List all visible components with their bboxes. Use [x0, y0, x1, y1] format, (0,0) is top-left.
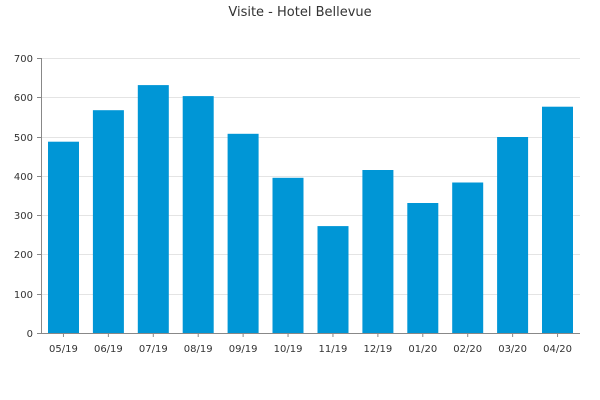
- bar: [497, 137, 529, 333]
- y-tick-label: 400: [14, 172, 33, 183]
- x-tick-label: 02/20: [453, 344, 482, 355]
- y-tick-label: 100: [14, 290, 33, 301]
- x-axis: 05/19 06/19 07/19 08/19 09/19 10/19 11/19 12/19…: [41, 333, 580, 355]
- y-tick-label: 700: [14, 54, 33, 65]
- bar: [407, 203, 439, 333]
- grid-lines: [41, 58, 580, 295]
- bar: [362, 170, 394, 333]
- x-tick-label: 11/19: [319, 344, 348, 355]
- y-axis: 0 100 200 300 400 500 600 700: [14, 54, 42, 340]
- x-tick-label: 09/19: [229, 344, 258, 355]
- bar: [272, 177, 304, 333]
- x-tick-label: 01/20: [408, 344, 437, 355]
- x-tick-label: 07/19: [139, 344, 168, 355]
- y-tick-label: 0: [27, 329, 33, 340]
- y-tick-label: 200: [14, 250, 33, 261]
- bar: [227, 133, 259, 333]
- y-tick-label: 600: [14, 93, 33, 104]
- x-tick-label: 05/19: [49, 344, 78, 355]
- x-tick-label: 06/19: [94, 344, 123, 355]
- x-tick-label: 12/19: [363, 344, 392, 355]
- bar: [542, 106, 573, 333]
- y-tick-label: 500: [14, 133, 33, 144]
- bar: [182, 96, 214, 333]
- x-tick-label: 04/20: [543, 344, 572, 355]
- bar: [317, 226, 349, 333]
- x-tick-label: 10/19: [274, 344, 303, 355]
- bar: [92, 110, 124, 333]
- bars: [48, 85, 573, 333]
- y-tick-label: 300: [14, 211, 33, 222]
- bar: [48, 141, 79, 333]
- bar: [452, 182, 484, 333]
- chart-title: Visite - Hotel Bellevue: [228, 5, 371, 20]
- x-tick-label: 03/20: [498, 344, 527, 355]
- x-tick-label: 08/19: [184, 344, 213, 355]
- bar: [137, 85, 169, 333]
